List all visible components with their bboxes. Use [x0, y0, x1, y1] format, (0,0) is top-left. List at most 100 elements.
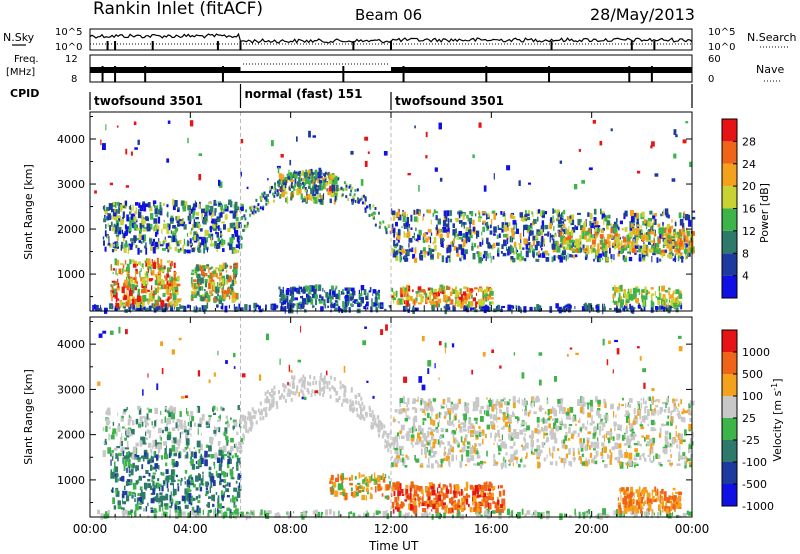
- power-cell: [460, 244, 465, 251]
- power-cell: [525, 244, 527, 250]
- velocity-cell: [590, 441, 594, 447]
- power-cell: [563, 238, 567, 245]
- velocity-cell: [675, 406, 677, 409]
- velocity-cell: [632, 509, 637, 515]
- power-cell: [447, 286, 451, 290]
- power-cell: [159, 278, 164, 282]
- power-cell: [661, 285, 665, 292]
- velocity-cell: [220, 406, 224, 412]
- velocity-cell: [282, 395, 285, 400]
- power-cell: [375, 307, 379, 313]
- power-cell: [117, 225, 119, 232]
- velocity-cell: [170, 472, 173, 480]
- velocity-cell: [210, 437, 214, 441]
- power-cell: [475, 301, 478, 309]
- power-cell: [295, 189, 299, 192]
- velocity-cell: [176, 439, 181, 446]
- power-cell: [635, 297, 637, 302]
- velocity-cell: [229, 512, 232, 517]
- velocity-cell: [114, 466, 119, 473]
- power-cell: [559, 160, 562, 164]
- velocity-cell: [105, 411, 109, 415]
- velocity-cell: [113, 468, 115, 475]
- power-cell: [361, 195, 364, 199]
- power-cell: [487, 213, 490, 218]
- power-cell: [568, 304, 572, 309]
- power-cell: [145, 280, 147, 286]
- power-cell: [603, 217, 605, 225]
- power-cell: [367, 307, 369, 310]
- velocity-cell: [123, 455, 128, 460]
- power-cell: [571, 239, 574, 244]
- power-cell: [114, 292, 118, 299]
- power-cell: [214, 296, 218, 301]
- power-cell: [194, 235, 197, 241]
- power-cell: [260, 196, 263, 200]
- power-cell: [216, 286, 220, 293]
- velocity-cell: [653, 428, 657, 431]
- power-cell: [641, 211, 645, 218]
- velocity-cell: [267, 510, 272, 514]
- velocity-cell: [688, 511, 692, 516]
- velocity-cell: [140, 455, 144, 459]
- power-cell: [577, 239, 579, 243]
- velocity-cell: [349, 399, 352, 404]
- power-cell: [583, 222, 585, 228]
- power-cell: [563, 219, 567, 222]
- velocity-cell: [614, 424, 616, 432]
- power-cell: [648, 235, 651, 241]
- power-cell: [284, 307, 286, 314]
- power-cell: [305, 169, 308, 173]
- power-cell: [565, 240, 569, 245]
- power-cell: [196, 235, 200, 242]
- power-cell: [199, 281, 202, 285]
- power-cell: [322, 178, 327, 182]
- noise-dropouts: [106, 41, 656, 50]
- power-cell: [159, 244, 164, 247]
- power-cell: [318, 186, 322, 191]
- power-cell: [675, 251, 679, 255]
- power-cell: [157, 277, 160, 283]
- velocity-cell: [198, 474, 201, 479]
- velocity-cell: [125, 447, 129, 450]
- power-cell: [166, 213, 168, 217]
- power-cell: [124, 260, 127, 265]
- power-cell: [650, 240, 654, 243]
- velocity-cell: [254, 410, 257, 415]
- power-cell: [345, 295, 349, 302]
- power-cell: [425, 131, 428, 138]
- velocity-cell: [265, 512, 270, 519]
- power-cell: [406, 221, 409, 227]
- power-cell: [427, 236, 431, 240]
- velocity-cell: [235, 480, 238, 484]
- velocity-cell: [371, 425, 374, 430]
- power-cell: [579, 235, 582, 242]
- velocity-cell: [195, 514, 198, 518]
- power-cell: [115, 281, 118, 286]
- power-cell: [118, 230, 121, 235]
- velocity-cell: [175, 461, 178, 468]
- power-cell: [126, 226, 131, 233]
- power-cell: [279, 298, 281, 304]
- power-cell: [170, 304, 173, 312]
- velocity-cell: [382, 430, 385, 435]
- power-cell: [672, 302, 676, 308]
- velocity-cell: [244, 415, 247, 420]
- velocity-cell: [161, 472, 165, 476]
- velocity-cell: [326, 381, 329, 386]
- power-cell: [675, 134, 678, 138]
- velocity-cell: [537, 511, 540, 518]
- power-cell: [653, 218, 657, 225]
- power-cell: [143, 306, 146, 311]
- power-cell: [658, 238, 661, 244]
- power-cell: [144, 226, 147, 229]
- power-cell: [540, 229, 543, 233]
- power-cell: [180, 305, 184, 309]
- power-cell: [114, 245, 118, 252]
- velocity-cell: [197, 500, 201, 504]
- power-cell: [136, 263, 138, 266]
- power-cell: [412, 307, 416, 312]
- velocity-cell: [384, 430, 387, 435]
- power-cell: [181, 222, 185, 227]
- velocity-cell: [120, 415, 124, 422]
